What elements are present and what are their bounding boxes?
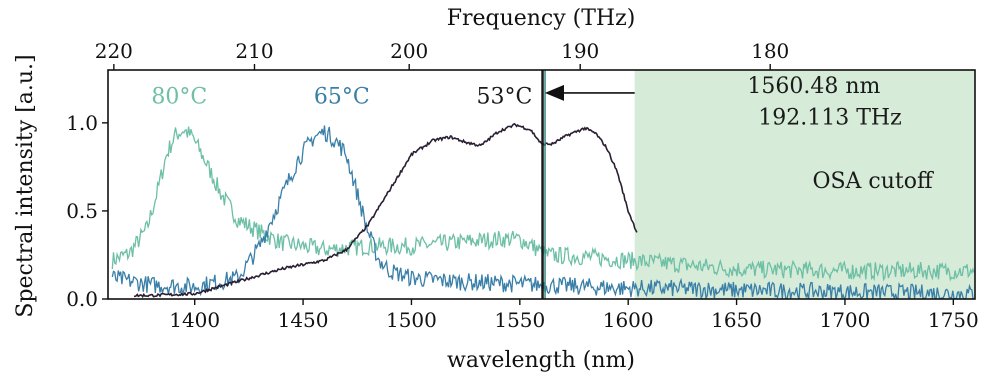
y-tick-label: 0.5: [66, 199, 98, 223]
annotation-2: 65°C: [314, 84, 370, 109]
annotation-layer: 80°C 65°C 53°C 1560.48 nm 192.113 THz OSA cut…: [151, 74, 934, 194]
vline-layer: [541, 70, 546, 299]
osa-cutoff-region: [634, 70, 975, 299]
shade-layer: [634, 70, 975, 299]
x-tick-label: 1700: [819, 308, 870, 332]
y-tick-label: 1.0: [66, 111, 98, 135]
top-tick-label: 180: [751, 39, 789, 63]
top-tick-label: 210: [235, 39, 273, 63]
annotation-6: OSA cutoff: [812, 169, 934, 194]
top-tick-label: 220: [95, 39, 133, 63]
top-axis-label: Frequency (THz): [447, 6, 636, 31]
annotation-3: 53°C: [476, 84, 532, 109]
series-line-3: [134, 122, 638, 299]
x-tick-label: 1450: [278, 308, 329, 332]
x-tick-label: 1600: [603, 308, 654, 332]
annotation-1: 80°C: [151, 84, 207, 109]
top-tick-label: 190: [561, 39, 599, 63]
plot-frame: [107, 69, 976, 300]
x-tick-label: 1400: [169, 308, 220, 332]
axes-layer: 1400 1450 1500 1550 1600 1650 1700 1750 0.0 0.5 1.…: [66, 39, 979, 332]
top-tick-label: 200: [390, 39, 428, 63]
annotation-4: 1560.48 nm: [747, 74, 880, 99]
y-tick-label: 0.0: [66, 287, 98, 311]
y-axis-label: Spectral intensity [a.u.]: [13, 54, 38, 317]
x-tick-label: 1550: [494, 308, 545, 332]
x-tick-label: 1750: [928, 308, 979, 332]
x-axis-label: wavelength (nm): [447, 348, 635, 373]
x-tick-label: 1500: [386, 308, 437, 332]
annotation-5: 192.113 THz: [758, 106, 901, 131]
x-tick-label: 1650: [711, 308, 762, 332]
